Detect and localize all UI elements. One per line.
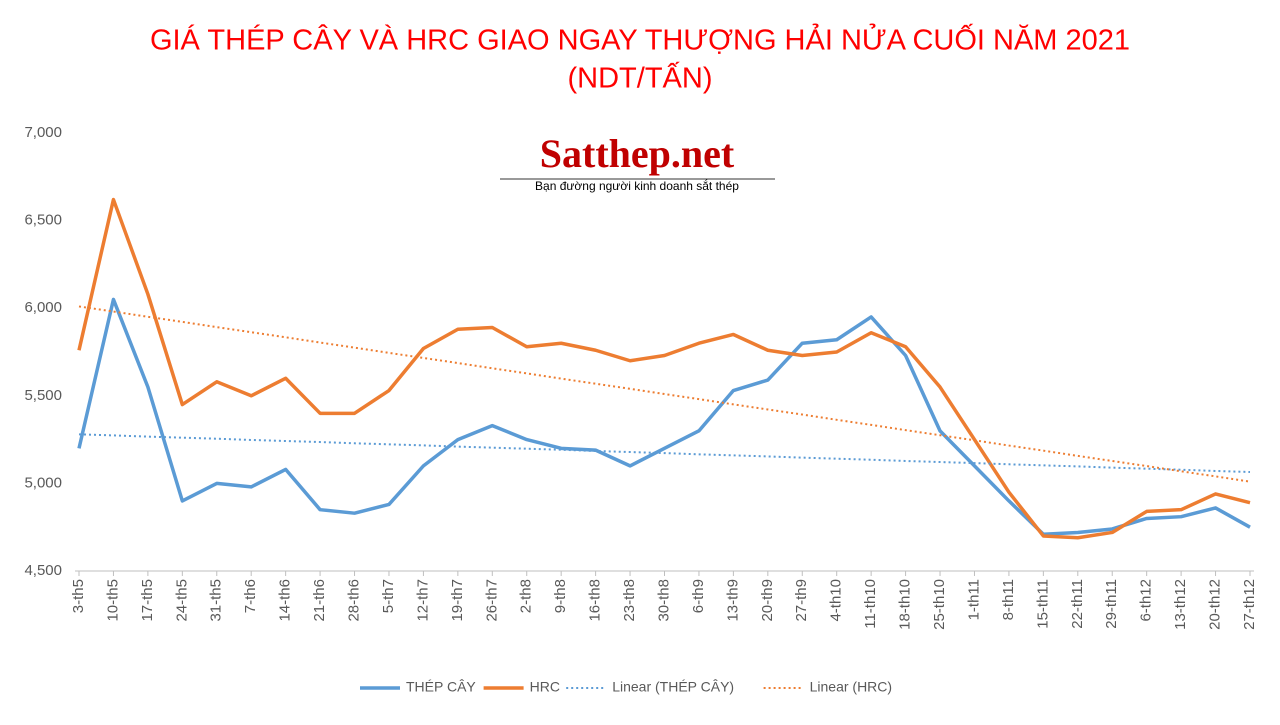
x-tick-label: 8-th11 <box>1000 579 1017 620</box>
y-tick-label: 7,000 <box>24 124 62 141</box>
y-tick-label: 6,000 <box>24 299 62 316</box>
x-tick-label: 13-th9 <box>724 579 741 622</box>
x-tick-label: 19-th7 <box>449 579 466 622</box>
x-tick-label: 18-th10 <box>897 579 914 630</box>
x-tick-label: 25-th10 <box>931 579 948 630</box>
y-tick-label: 4,500 <box>24 562 62 579</box>
x-tick-label: 14-th6 <box>277 579 294 622</box>
x-tick-label: 9-th8 <box>552 579 569 613</box>
x-tick-label: 24-th5 <box>173 579 190 622</box>
x-tick-label: 28-th6 <box>345 579 362 622</box>
chart-title: GIÁ THÉP CÂY VÀ HRC GIAO NGAY THƯỢNG HẢI… <box>150 23 1130 57</box>
trend-line <box>78 305 1251 483</box>
y-tick-label: 6,500 <box>24 212 62 229</box>
legend-label: Linear (THÉP CÂY) <box>612 679 734 695</box>
y-tick-label: 5,500 <box>24 387 62 404</box>
x-tick-label: 16-th8 <box>587 579 604 622</box>
legend-label: HRC <box>530 679 560 695</box>
x-tick-label: 27-th9 <box>793 579 810 622</box>
y-tick-label: 5,000 <box>24 474 62 491</box>
series-line <box>77 297 1251 536</box>
x-tick-label: 12-th7 <box>414 579 431 622</box>
x-tick-label: 22-th11 <box>1069 579 1086 629</box>
chart-subtitle: (NDT/TẤN) <box>568 61 713 95</box>
x-tick-label: 10-th5 <box>104 579 121 622</box>
x-tick-label: 1-th11 <box>965 579 982 620</box>
watermark-slogan: Bạn đường người kinh doanh sắt thép <box>535 178 739 193</box>
legend-label: THÉP CÂY <box>406 679 476 695</box>
x-tick-label: 31-th5 <box>208 579 225 622</box>
x-tick-label: 23-th8 <box>621 579 638 622</box>
x-tick-label: 13-th12 <box>1172 579 1189 630</box>
x-tick-label: 15-th11 <box>1034 579 1051 629</box>
x-tick-label: 26-th7 <box>483 579 500 622</box>
x-tick-label: 30-th8 <box>655 579 672 622</box>
x-tick-label: 20-th12 <box>1207 579 1224 630</box>
x-tick-label: 3-th5 <box>70 579 87 613</box>
x-tick-label: 17-th5 <box>139 579 156 622</box>
watermark-logo: Satthep.net <box>540 131 735 176</box>
x-tick-label: 20-th9 <box>759 579 776 622</box>
x-tick-label: 4-th10 <box>828 579 845 622</box>
x-tick-label: 21-th6 <box>311 579 328 622</box>
x-tick-label: 7-th6 <box>242 579 259 613</box>
legend-label: Linear (HRC) <box>810 679 892 695</box>
x-tick-label: 5-th7 <box>380 579 397 613</box>
trend-line <box>78 433 1251 474</box>
x-tick-label: 6-th12 <box>1138 579 1155 622</box>
x-tick-label: 2-th8 <box>518 579 535 613</box>
x-tick-label: 6-th9 <box>690 579 707 613</box>
series-line <box>77 197 1251 540</box>
x-tick-label: 11-th10 <box>862 579 879 629</box>
x-tick-label: 27-th12 <box>1241 579 1258 630</box>
x-tick-label: 29-th11 <box>1103 579 1120 629</box>
